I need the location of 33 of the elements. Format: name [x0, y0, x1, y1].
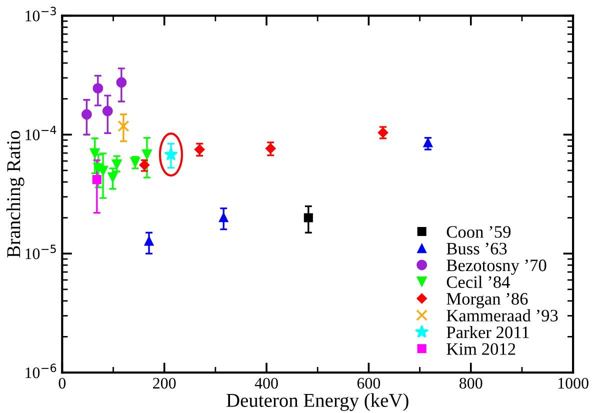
y-tick-label: 10$^{−3}$ [26, 6, 56, 22]
point [218, 212, 228, 222]
point [265, 143, 276, 154]
point [92, 83, 104, 94]
legend-label: Cecil ’84 [446, 276, 510, 288]
x-tick-label: 400 [254, 378, 278, 389]
x-axis-title: Deuteron Energy (keV) [226, 393, 408, 411]
point [108, 172, 118, 183]
point [116, 77, 127, 88]
legend-label: Buss ’63 [446, 242, 507, 255]
point [118, 120, 130, 132]
y-tick-label: 10$^{−6}$ [26, 364, 56, 378]
point [81, 109, 92, 120]
y-tick-label: 10$^{−4}$ [26, 126, 56, 140]
x-tick-label: 600 [357, 378, 380, 389]
legend-label: Morgan ’86 [446, 293, 528, 308]
point [304, 213, 313, 222]
legend-label: Coon ’59 [446, 226, 511, 238]
x-tick-label: 800 [460, 378, 482, 389]
x-tick-label: 200 [153, 378, 176, 389]
point [144, 236, 154, 246]
y-axis-title: Branching Ratio [6, 130, 24, 258]
x-tick-label: 0 [58, 378, 66, 389]
point [423, 138, 433, 148]
legend-label: Kim 2012 [446, 343, 516, 355]
legend-label: Parker 2011 [446, 326, 529, 338]
y-tick-label: 10$^{−5}$ [26, 244, 56, 260]
legend-label: Kammeraad ’93 [446, 309, 558, 322]
x-tick-label: 1000 [558, 378, 588, 389]
point [102, 106, 113, 116]
point [112, 159, 122, 170]
legend-label: Bezotosny ’70 [446, 260, 546, 275]
point [92, 175, 102, 184]
